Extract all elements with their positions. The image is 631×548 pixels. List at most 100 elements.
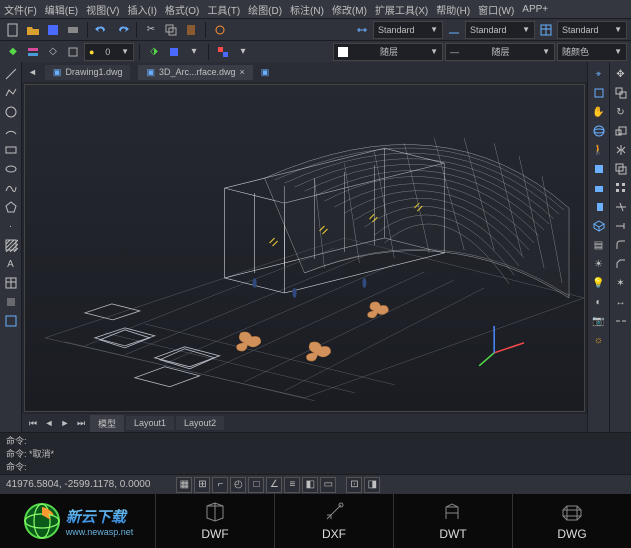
lweight-icon[interactable]: ≡ bbox=[284, 477, 300, 493]
menu-view[interactable]: 视图(V) bbox=[86, 2, 119, 17]
layer-prev-icon[interactable]: ⬗ bbox=[145, 43, 163, 61]
dimstyle-icon[interactable] bbox=[445, 21, 463, 39]
ltype-icon[interactable]: ▾ bbox=[234, 43, 252, 61]
ellipse-icon[interactable] bbox=[3, 161, 19, 177]
layer-off-icon[interactable]: ◇ bbox=[44, 43, 62, 61]
new-icon[interactable] bbox=[4, 21, 22, 39]
tab-last-icon[interactable]: ⏭ bbox=[74, 416, 88, 430]
render-icon[interactable]: ☀ bbox=[591, 256, 607, 272]
mirror-icon[interactable] bbox=[613, 142, 629, 158]
extra1-icon[interactable]: ⊡ bbox=[346, 477, 362, 493]
tab-prev-icon[interactable]: ◄ bbox=[28, 67, 37, 77]
format-dwf[interactable]: DWF bbox=[155, 494, 274, 548]
undo-icon[interactable] bbox=[93, 21, 111, 39]
ortho-icon[interactable]: ⌐ bbox=[212, 477, 228, 493]
layer-dropdown[interactable]: ●0▼ bbox=[84, 43, 134, 61]
named-views-icon[interactable]: ▤ bbox=[591, 237, 607, 253]
menu-format[interactable]: 格式(O) bbox=[165, 2, 199, 17]
hatch-icon[interactable] bbox=[3, 237, 19, 253]
offset-icon[interactable] bbox=[613, 161, 629, 177]
dim-style-icon[interactable] bbox=[353, 21, 371, 39]
array-icon[interactable] bbox=[613, 180, 629, 196]
line-icon[interactable] bbox=[3, 66, 19, 82]
camera-icon[interactable]: 📷 bbox=[591, 313, 607, 329]
chamfer-icon[interactable] bbox=[613, 256, 629, 272]
tab-first-icon[interactable]: ⏮ bbox=[26, 416, 40, 430]
otrack-icon[interactable]: ∠ bbox=[266, 477, 282, 493]
view-iso-icon[interactable] bbox=[591, 218, 607, 234]
menu-modify[interactable]: 修改(M) bbox=[332, 2, 367, 17]
scale-icon[interactable] bbox=[613, 123, 629, 139]
redo-icon[interactable] bbox=[113, 21, 131, 39]
close-icon[interactable]: × bbox=[240, 67, 245, 77]
doc-tab-1[interactable]: ▣Drawing1.dwg bbox=[45, 65, 131, 80]
menu-help[interactable]: 帮助(H) bbox=[436, 2, 470, 17]
menu-window[interactable]: 窗口(W) bbox=[478, 2, 514, 17]
save-icon[interactable] bbox=[44, 21, 62, 39]
zoom-extents-icon[interactable]: ⌖ bbox=[591, 66, 607, 82]
dimstyle-dropdown[interactable]: Standard▼ bbox=[465, 21, 535, 39]
textstyle-dropdown[interactable]: Standard▼ bbox=[373, 21, 443, 39]
color-icon[interactable] bbox=[214, 43, 232, 61]
circle-icon[interactable] bbox=[3, 104, 19, 120]
light-icon[interactable]: 💡 bbox=[591, 275, 607, 291]
menu-app[interactable]: APP+ bbox=[522, 4, 548, 15]
stretch-icon[interactable]: ↔ bbox=[613, 294, 629, 310]
tab-layout2[interactable]: Layout2 bbox=[176, 416, 224, 430]
format-dwg[interactable]: DWG bbox=[512, 494, 631, 548]
tab-model[interactable]: 模型 bbox=[90, 415, 124, 432]
format-dxf[interactable]: DXF bbox=[274, 494, 393, 548]
3d-viewport[interactable]: − □ × bbox=[24, 84, 585, 412]
open-icon[interactable] bbox=[24, 21, 42, 39]
polygon-icon[interactable] bbox=[3, 199, 19, 215]
block-icon[interactable] bbox=[3, 313, 19, 329]
polyline-icon[interactable] bbox=[3, 85, 19, 101]
match-icon[interactable] bbox=[211, 21, 229, 39]
paste-icon[interactable] bbox=[182, 21, 200, 39]
polar-icon[interactable]: ◴ bbox=[230, 477, 246, 493]
dyn-icon[interactable]: ◧ bbox=[302, 477, 318, 493]
point-icon[interactable]: · bbox=[3, 218, 19, 234]
sun-icon[interactable]: ☼ bbox=[591, 332, 607, 348]
zoom-window-icon[interactable] bbox=[591, 85, 607, 101]
menu-draw[interactable]: 绘图(D) bbox=[248, 2, 282, 17]
layer-new-icon[interactable]: ◆ bbox=[4, 43, 22, 61]
grid-icon[interactable]: ⊞ bbox=[194, 477, 210, 493]
text-icon[interactable]: A bbox=[3, 256, 19, 272]
break-icon[interactable] bbox=[613, 313, 629, 329]
tablestyle-icon[interactable] bbox=[537, 21, 555, 39]
trim-icon[interactable] bbox=[613, 199, 629, 215]
layer-iso-icon[interactable] bbox=[165, 43, 183, 61]
arc-icon[interactable] bbox=[3, 123, 19, 139]
rect-icon[interactable] bbox=[3, 142, 19, 158]
menu-edit[interactable]: 编辑(E) bbox=[45, 2, 78, 17]
layer-freeze-icon[interactable] bbox=[64, 43, 82, 61]
copy-obj-icon[interactable] bbox=[613, 85, 629, 101]
explode-icon[interactable]: ✶ bbox=[613, 275, 629, 291]
tab-prev-icon[interactable]: ◄ bbox=[42, 416, 56, 430]
walk-icon[interactable]: 🚶 bbox=[591, 142, 607, 158]
move-icon[interactable]: ✥ bbox=[613, 66, 629, 82]
pan-icon[interactable]: ✋ bbox=[591, 104, 607, 120]
view-top-icon[interactable] bbox=[591, 161, 607, 177]
command-window[interactable]: 命令: 命令: *取消* 命令: 命令: *取消* 命令: bbox=[0, 432, 631, 474]
table-icon[interactable] bbox=[3, 275, 19, 291]
menu-extensions[interactable]: 扩展工具(X) bbox=[375, 2, 428, 17]
format-dwt[interactable]: DWT bbox=[393, 494, 512, 548]
ltype-bylayer-dropdown[interactable]: —随层▼ bbox=[445, 43, 555, 61]
layer-mgr-icon[interactable] bbox=[24, 43, 42, 61]
orbit-icon[interactable] bbox=[591, 123, 607, 139]
tab-next-icon[interactable]: ► bbox=[58, 416, 72, 430]
view-side-icon[interactable] bbox=[591, 199, 607, 215]
copy-icon[interactable] bbox=[162, 21, 180, 39]
spline-icon[interactable] bbox=[3, 180, 19, 196]
tablestyle-dropdown[interactable]: Standard▼ bbox=[557, 21, 627, 39]
cut-icon[interactable]: ✂ bbox=[142, 21, 160, 39]
menu-insert[interactable]: 插入(I) bbox=[127, 2, 156, 17]
extend-icon[interactable] bbox=[613, 218, 629, 234]
menu-dimension[interactable]: 标注(N) bbox=[290, 2, 324, 17]
layer-state-icon[interactable]: ▾ bbox=[185, 43, 203, 61]
model-icon[interactable]: ▭ bbox=[320, 477, 336, 493]
view-front-icon[interactable] bbox=[591, 180, 607, 196]
tab-layout1[interactable]: Layout1 bbox=[126, 416, 174, 430]
